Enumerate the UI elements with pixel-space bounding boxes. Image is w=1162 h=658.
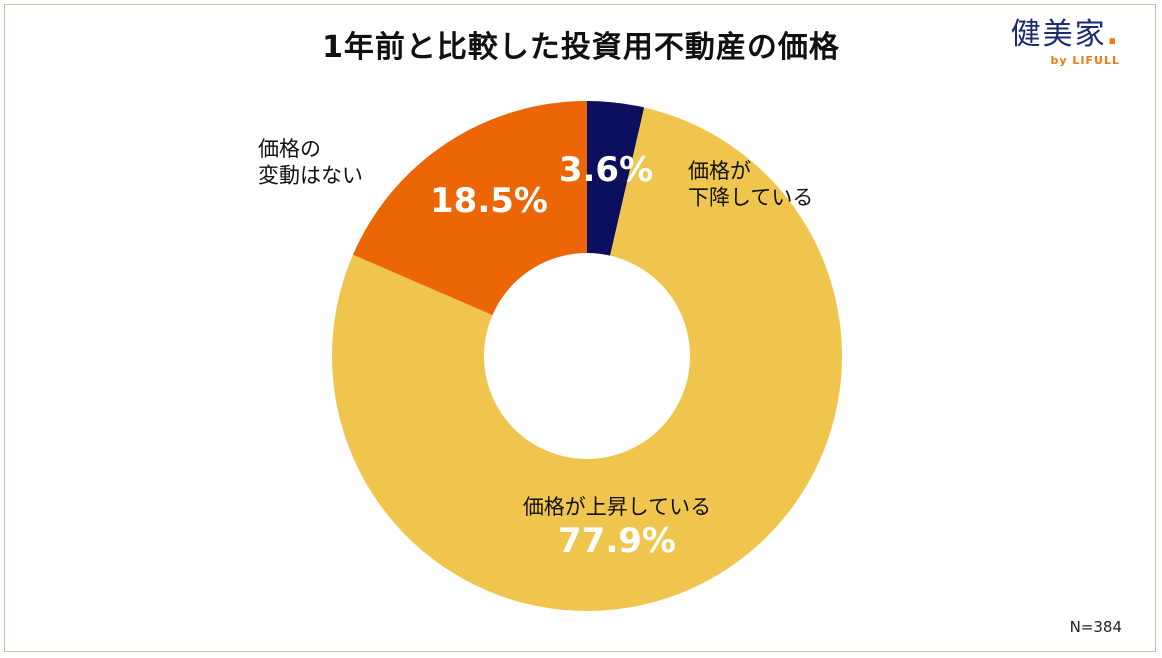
category-label-down: 価格が下降している xyxy=(688,159,813,209)
value-label-down: 3.6% xyxy=(559,150,653,190)
category-label-line: 価格が上昇している xyxy=(523,495,711,519)
sample-size-note: N=384 xyxy=(1069,618,1122,636)
category-label-line: 価格が xyxy=(688,159,751,183)
category-label-line: 価格の xyxy=(258,137,321,161)
logo-text: 健美家 xyxy=(1010,17,1107,52)
chart-title: 1年前と比較した投資用不動産の価格 xyxy=(322,30,840,65)
slice-labels: 3.6% 価格が下降している 77.9%価格が上昇している 18.5% 価格の変動はない xyxy=(258,137,813,561)
category-label-same: 価格の変動はない xyxy=(258,137,363,187)
value-label-same: 18.5% xyxy=(430,181,548,221)
category-label-line: 変動はない xyxy=(258,163,363,187)
logo-dot: . xyxy=(1106,17,1120,52)
category-label-up: 価格が上昇している xyxy=(523,495,711,519)
category-label-line: 下降している xyxy=(688,185,813,209)
logo-subtitle: by LIFULL xyxy=(1050,54,1120,67)
chart-frame xyxy=(4,4,1156,652)
donut-hole xyxy=(484,253,690,459)
brand-logo: 健美家. by LIFULL xyxy=(1011,18,1120,68)
logo-wordmark: 健美家. xyxy=(1011,18,1120,52)
value-label-up: 77.9% xyxy=(558,521,676,561)
